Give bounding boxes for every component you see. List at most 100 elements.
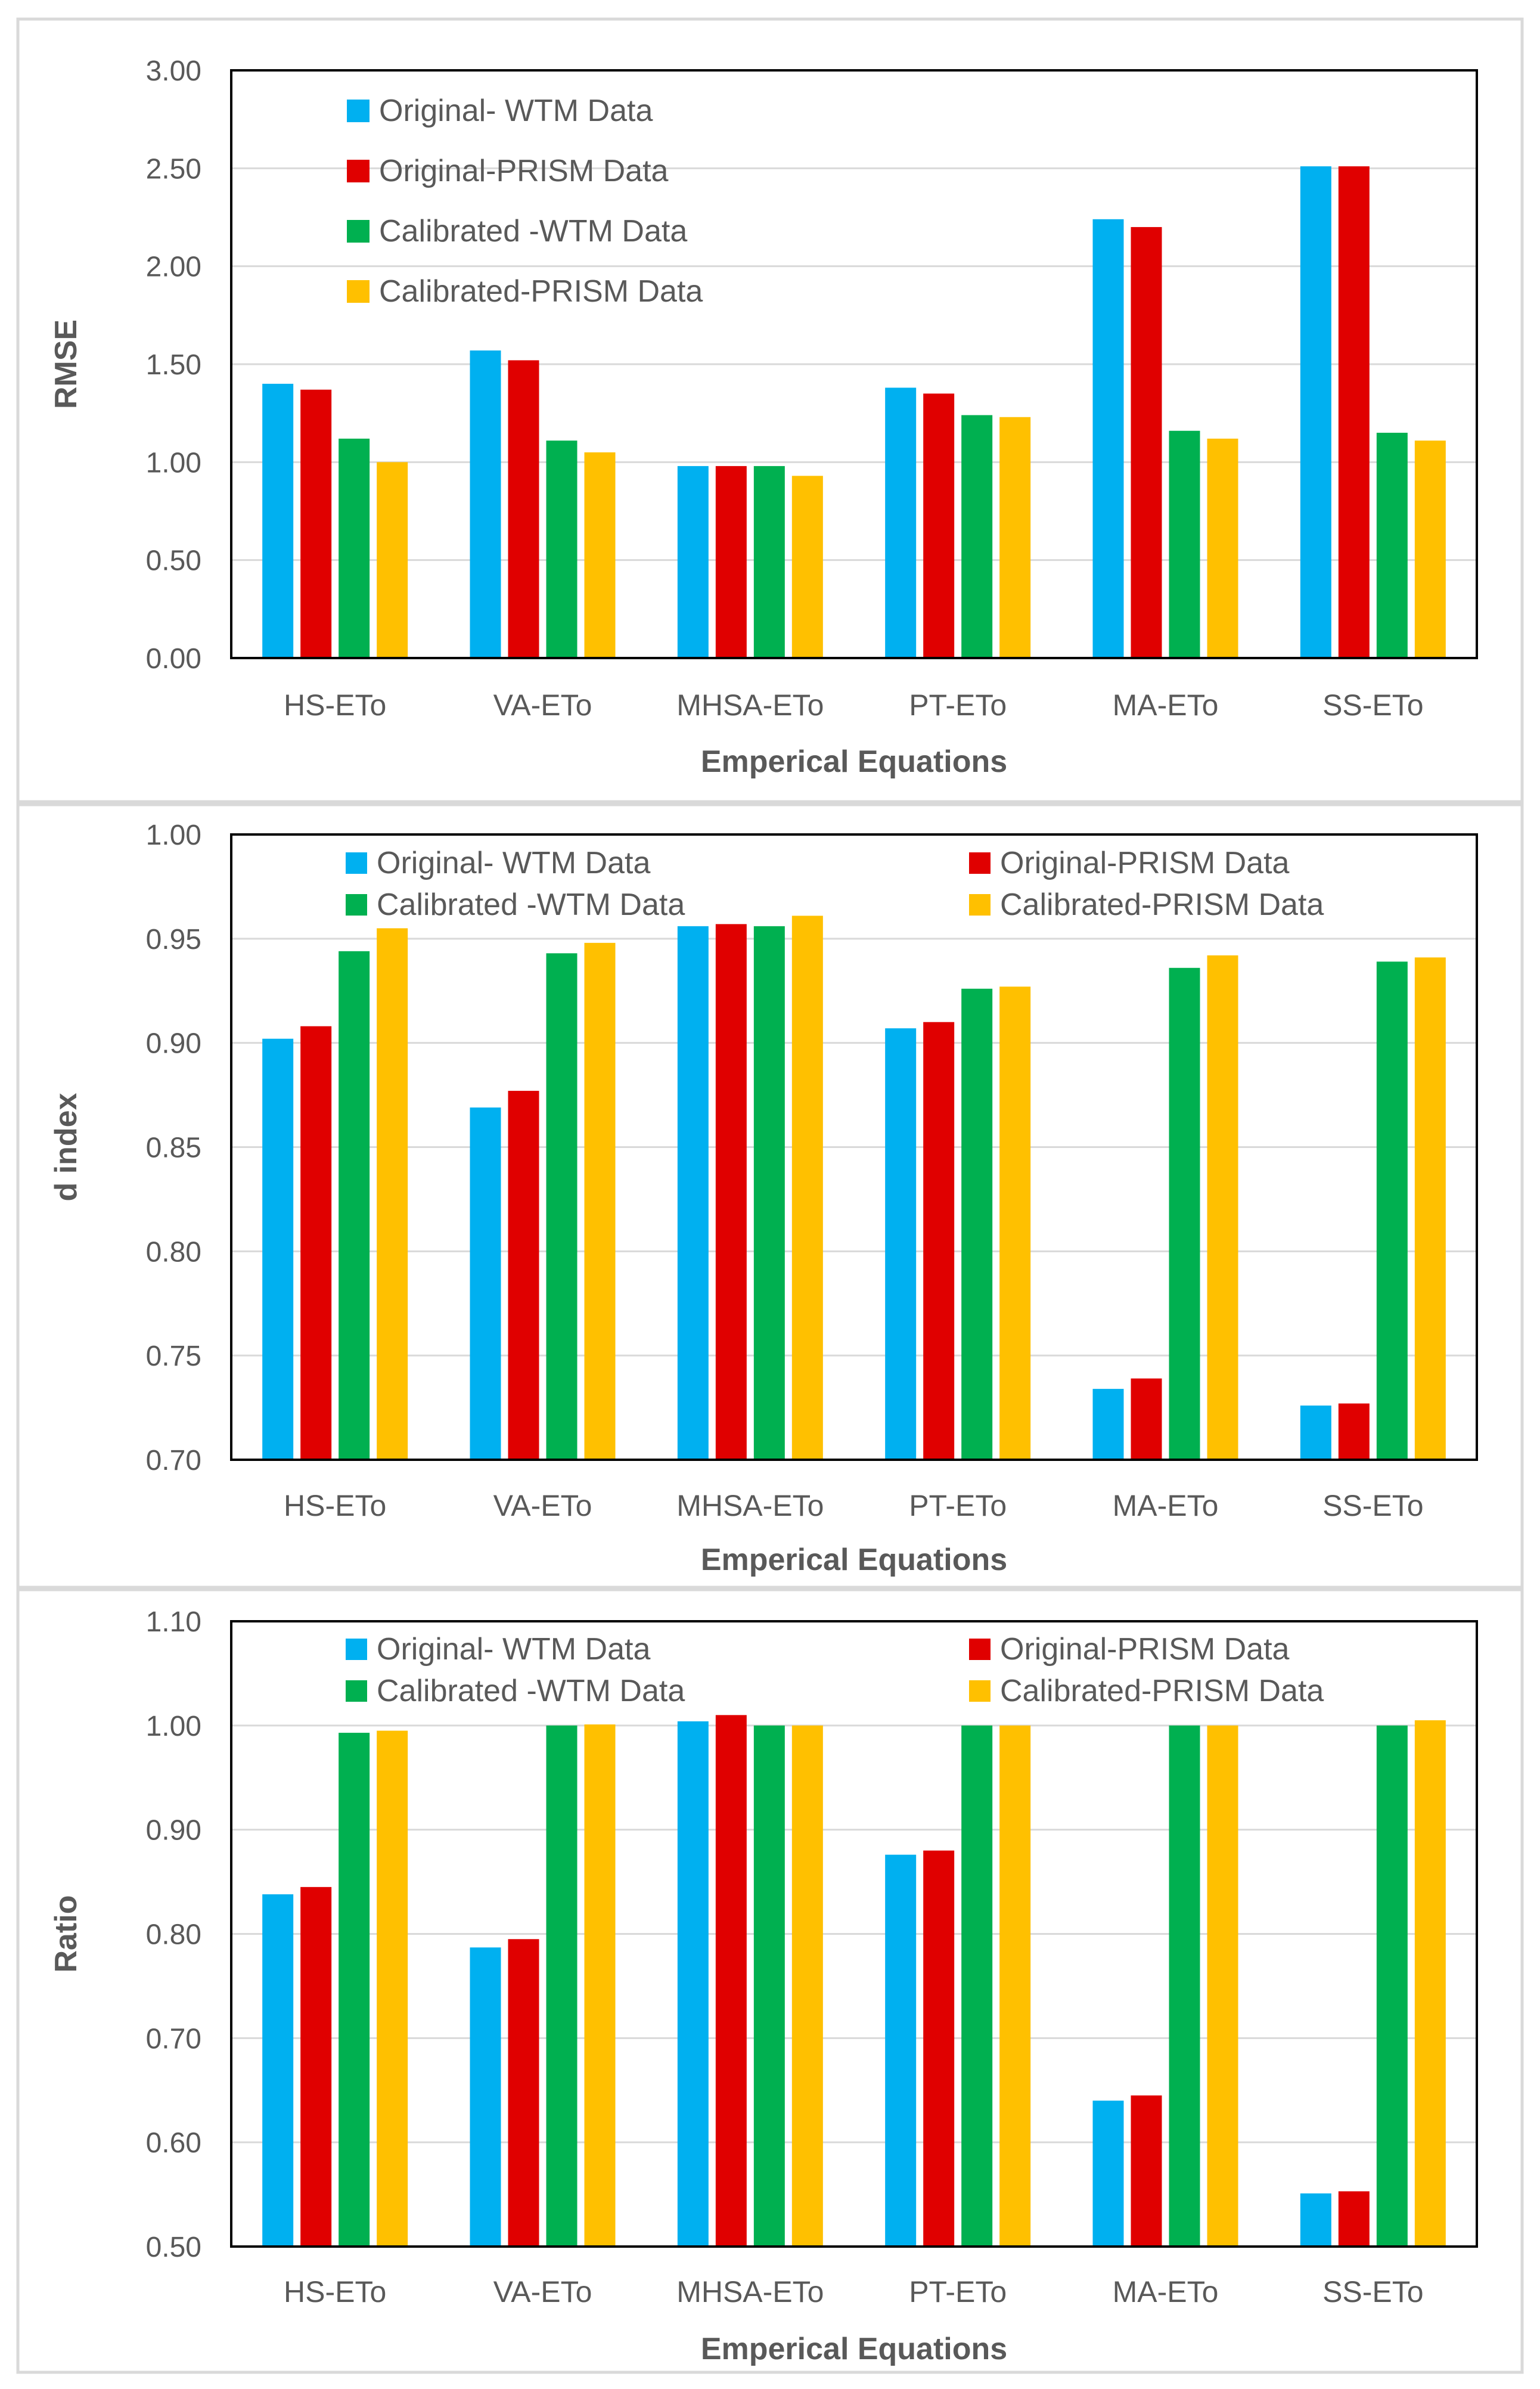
bar-original-wtm-ss-eto [1300, 1406, 1331, 1460]
bar-calibrated-prism-ma-eto [1207, 438, 1238, 658]
x-axis-title: Emperical Equations [701, 744, 1007, 779]
y-tick-label: 0.70 [146, 1445, 201, 1476]
bar-calibrated-wtm-mhsa-eto [753, 466, 785, 658]
y-tick-label: 0.90 [146, 1815, 201, 1847]
legend-swatch [969, 1680, 991, 1702]
x-category-label: MHSA-ETo [676, 1489, 824, 1522]
legend-label: Original-PRISM Data [1000, 1632, 1290, 1667]
y-tick-label: 0.60 [146, 2127, 201, 2159]
bar-calibrated-prism-mhsa-eto [791, 476, 823, 658]
bar-calibrated-wtm-hs-eto [339, 438, 370, 658]
legend-label: Calibrated -WTM Data [377, 888, 685, 922]
bar-calibrated-prism-mhsa-eto [791, 1725, 823, 2247]
x-category-label: HS-ETo [284, 1489, 386, 1522]
bar-original-prism-ma-eto [1131, 227, 1162, 658]
y-tick-label: 1.50 [146, 349, 201, 381]
bar-original-wtm-va-eto [470, 1947, 501, 2247]
y-tick-label: 0.75 [146, 1341, 201, 1372]
bar-original-wtm-va-eto [470, 1107, 501, 1460]
legend-swatch [347, 220, 370, 243]
legend-swatch [347, 160, 370, 182]
x-category-label: HS-ETo [284, 688, 386, 722]
y-axis-title: d index [49, 1093, 83, 1201]
bar-original-wtm-ma-eto [1092, 1389, 1124, 1460]
legend-swatch [969, 852, 991, 874]
x-category-label: SS-ETo [1322, 688, 1424, 722]
legend-label: Original- WTM Data [379, 94, 653, 128]
bar-original-prism-ma-eto [1131, 1378, 1162, 1460]
legend-swatch [969, 894, 991, 916]
bar-calibrated-wtm-ss-eto [1376, 1725, 1408, 2247]
bar-original-prism-va-eto [508, 1939, 539, 2247]
bar-original-prism-hs-eto [300, 389, 332, 658]
x-category-label: HS-ETo [284, 2275, 386, 2309]
x-category-label: SS-ETo [1322, 2275, 1424, 2309]
bar-original-prism-ma-eto [1131, 2095, 1162, 2247]
legend: Original- WTM Data Original-PRISM Data Cal… [347, 94, 703, 309]
bar-original-prism-pt-eto [923, 1022, 955, 1460]
legend: Original- WTM Data Original-PRISM Data Cal… [346, 846, 1324, 922]
legend-label: Original-PRISM Data [1000, 846, 1290, 880]
bar-original-wtm-va-eto [470, 350, 501, 658]
y-tick-label: 1.00 [146, 820, 201, 851]
y-tick-label: 0.85 [146, 1133, 201, 1164]
bar-original-prism-mhsa-eto [715, 924, 747, 1460]
legend-swatch [347, 280, 370, 303]
bar-calibrated-wtm-ss-eto [1376, 961, 1408, 1460]
bar-original-prism-va-eto [508, 360, 539, 658]
bar-calibrated-prism-ss-eto [1414, 1720, 1446, 2247]
y-axis-title: RMSE [49, 319, 83, 409]
legend-label: Calibrated-PRISM Data [1000, 888, 1324, 922]
legend-swatch [346, 1639, 367, 1660]
bar-original-wtm-pt-eto [885, 1854, 917, 2247]
bar-calibrated-prism-pt-eto [999, 417, 1031, 658]
bar-calibrated-prism-va-eto [584, 1724, 616, 2247]
bar-original-prism-mhsa-eto [715, 466, 747, 658]
legend-label: Calibrated-PRISM Data [379, 274, 703, 309]
legend-swatch [346, 852, 367, 874]
bar-calibrated-wtm-pt-eto [961, 988, 993, 1460]
bar-original-prism-hs-eto [300, 1887, 332, 2247]
bar-calibrated-prism-va-eto [584, 942, 616, 1460]
legend-swatch [969, 1639, 991, 1660]
legend-label: Calibrated -WTM Data [377, 1674, 685, 1708]
bar-original-wtm-mhsa-eto [677, 926, 709, 1460]
plot-area-frame [230, 1620, 1478, 2248]
bar-calibrated-wtm-pt-eto [961, 415, 993, 658]
bar-calibrated-prism-ma-eto [1207, 955, 1238, 1460]
plot-area-frame [230, 69, 1478, 659]
bar-original-prism-va-eto [508, 1091, 539, 1460]
bar-original-prism-ss-eto [1338, 166, 1370, 659]
y-tick-label: 0.50 [146, 545, 201, 577]
bar-calibrated-wtm-mhsa-eto [753, 926, 785, 1460]
bar-original-prism-mhsa-eto [715, 1715, 747, 2247]
bar-original-wtm-ma-eto [1092, 2101, 1124, 2247]
x-category-label: VA-ETo [493, 688, 592, 722]
bar-original-wtm-ss-eto [1300, 166, 1331, 659]
x-category-label: MHSA-ETo [676, 688, 824, 722]
bar-calibrated-wtm-ma-eto [1169, 1725, 1200, 2247]
chart-panel-1: 0.00 0.50 1.00 1.50 2.00 2.50 3.00 HS-ETo VA-ETo… [16, 17, 1524, 803]
bar-calibrated-wtm-ma-eto [1169, 967, 1200, 1460]
bar-calibrated-wtm-ma-eto [1169, 430, 1200, 658]
chart-panel-2: 0.70 0.75 0.80 0.85 0.90 0.95 1.00 HS-ETo VA-ETo… [16, 803, 1524, 1589]
legend: Original- WTM Data Original-PRISM Data Cal… [346, 1632, 1324, 1708]
x-category-label: PT-ETo [909, 2275, 1007, 2309]
x-category-label: MA-ETo [1113, 688, 1219, 722]
y-tick-label: 0.70 [146, 2023, 201, 2055]
y-tick-label: 1.10 [146, 1606, 201, 1638]
bar-calibrated-wtm-va-eto [546, 440, 578, 658]
legend-label: Original-PRISM Data [379, 154, 669, 188]
bar-calibrated-prism-hs-eto [377, 928, 408, 1460]
bar-calibrated-prism-ma-eto [1207, 1725, 1238, 2247]
bar-calibrated-wtm-hs-eto [339, 951, 370, 1460]
bar-calibrated-prism-mhsa-eto [791, 916, 823, 1460]
bar-original-prism-pt-eto [923, 1850, 955, 2247]
bar-calibrated-prism-hs-eto [377, 462, 408, 658]
x-category-label: VA-ETo [493, 2275, 592, 2309]
bar-calibrated-prism-hs-eto [377, 1730, 408, 2247]
x-category-label: SS-ETo [1322, 1489, 1424, 1522]
y-tick-label: 0.50 [146, 2232, 201, 2263]
legend-swatch [346, 894, 367, 916]
